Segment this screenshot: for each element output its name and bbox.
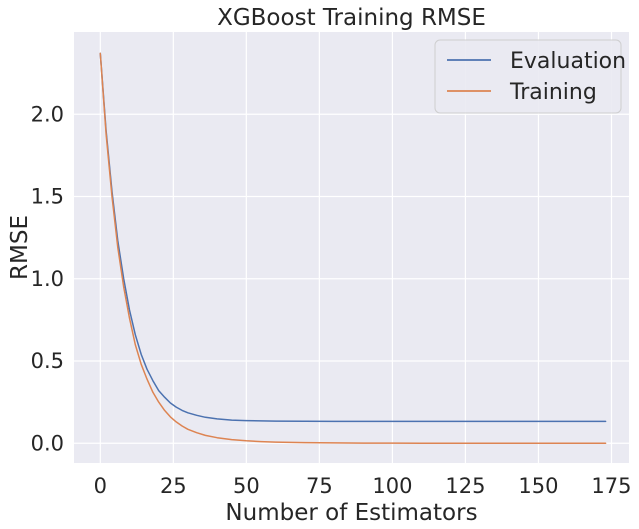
legend-label: Evaluation [510,49,626,74]
x-tick-label: 125 [445,474,485,498]
chart-title: XGBoost Training RMSE [217,5,486,31]
x-tick-label: 25 [160,474,187,498]
x-axis-title: Number of Estimators [225,500,477,526]
tick-labels: 0 25 50 75 100 125 150 175 0.0 0.5 1.0 1.5 2.0 [31,102,632,498]
series-group [99,52,607,444]
y-tick-label: 1.0 [31,267,64,291]
x-tick-label: 50 [233,474,260,498]
x-tick-label: 150 [518,474,558,498]
series-line-training [99,52,607,444]
legend-box [434,39,622,114]
legend: Evaluation Training [434,39,626,114]
x-tick-label: 175 [591,474,631,498]
x-tick-label: 0 [94,474,107,498]
series-line-evaluation [99,52,607,423]
x-tick-label: 100 [372,474,412,498]
x-tick-label: 75 [306,474,333,498]
y-tick-label: 2.0 [31,102,64,126]
y-tick-label: 1.5 [31,185,64,209]
y-tick-label: 0.5 [31,349,64,373]
y-tick-label: 0.0 [31,431,64,455]
y-axis-title: RMSE [7,215,33,280]
legend-label: Training [509,80,597,105]
